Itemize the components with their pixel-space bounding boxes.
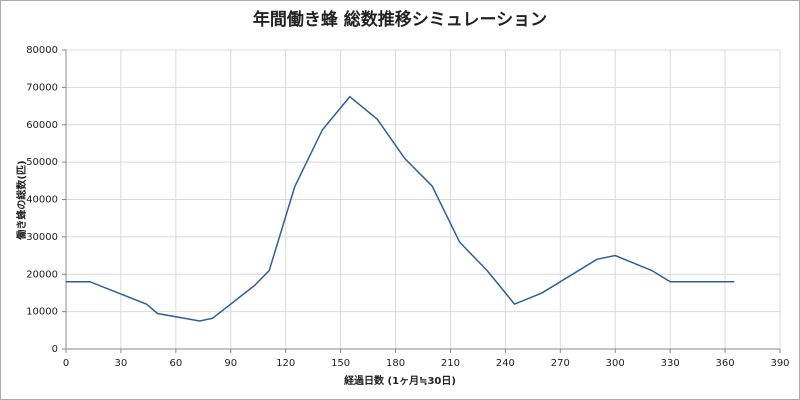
chart-title: 年間働き蜂 総数推移シミュレーション xyxy=(253,9,547,30)
x-tick-label: 240 xyxy=(496,358,515,369)
y-tick-label: 20000 xyxy=(26,269,58,280)
x-tick-label: 360 xyxy=(716,358,735,369)
x-tick-label: 210 xyxy=(441,358,460,369)
y-tick-label: 30000 xyxy=(26,232,58,243)
y-tick-label: 0 xyxy=(52,344,58,355)
x-tick-label: 90 xyxy=(224,358,237,369)
x-tick-label: 270 xyxy=(551,358,570,369)
x-tick-label: 30 xyxy=(115,358,128,369)
x-tick-label: 180 xyxy=(386,358,405,369)
y-tick-label: 60000 xyxy=(26,120,58,131)
x-tick-label: 330 xyxy=(661,358,680,369)
y-tick-label: 10000 xyxy=(26,307,58,318)
x-tick-label: 390 xyxy=(770,358,789,369)
x-tick-label: 60 xyxy=(169,358,182,369)
y-axis-title: 働き蜂の総数(匹) xyxy=(15,160,28,240)
x-axis-title: 経過日数 (1ヶ月≒30日) xyxy=(344,374,456,387)
y-tick-label: 70000 xyxy=(26,82,58,93)
x-tick-label: 300 xyxy=(606,358,625,369)
y-tick-label: 50000 xyxy=(26,157,58,168)
data-line xyxy=(66,95,735,322)
y-tick-label: 40000 xyxy=(26,195,58,206)
x-tick-label: 0 xyxy=(63,358,69,369)
x-tick-label: 120 xyxy=(276,358,295,369)
x-tick-label: 150 xyxy=(331,358,350,369)
y-tick-label: 80000 xyxy=(26,45,58,56)
